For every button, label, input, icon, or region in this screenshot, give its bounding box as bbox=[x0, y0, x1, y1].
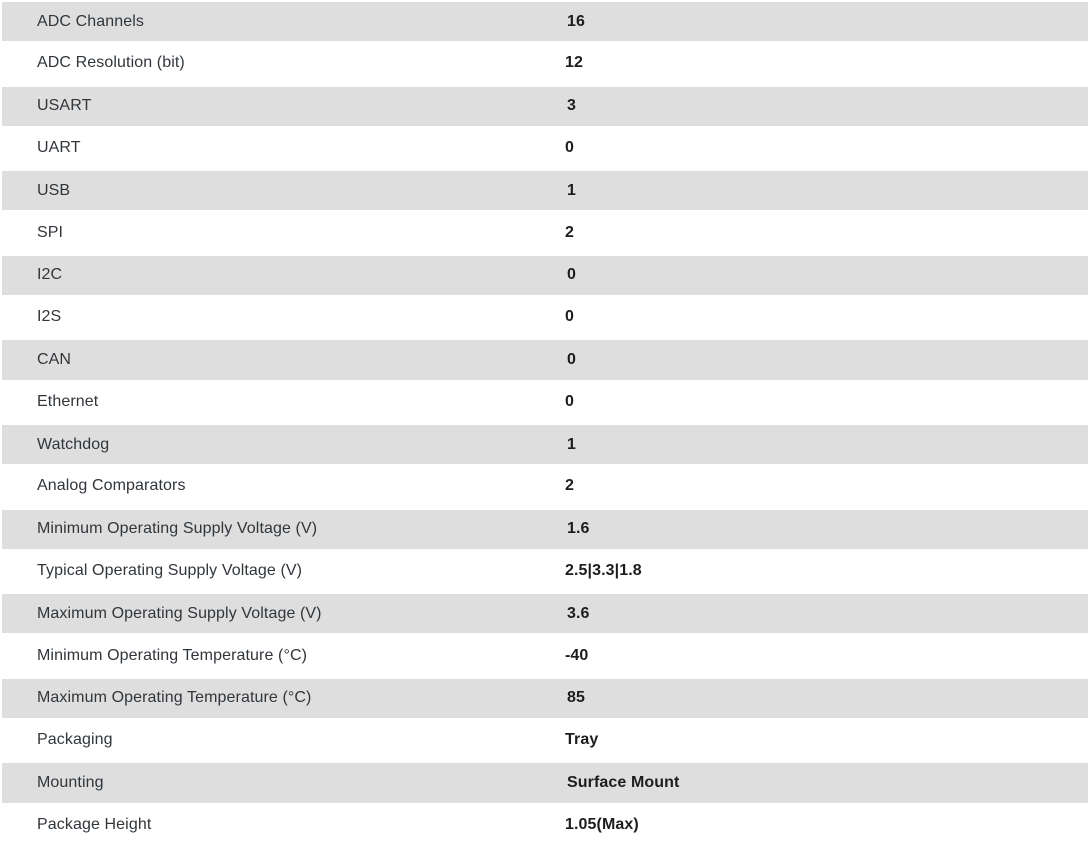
spec-attribute-value: 3 bbox=[567, 97, 576, 115]
spec-attribute-label: USB bbox=[37, 181, 71, 199]
spec-attribute-label: UART bbox=[37, 139, 81, 157]
spec-attribute-label: Maximum Operating Supply Voltage (V) bbox=[37, 604, 322, 622]
spec-row: Maximum Operating Supply Voltage (V) 3.6 bbox=[0, 592, 1088, 635]
spec-row: Minimum Operating Temperature (°C) -40 bbox=[0, 634, 1088, 677]
spec-attribute-value: 16 bbox=[567, 12, 585, 30]
spec-attribute-label: I2S bbox=[37, 308, 62, 326]
spec-attribute-value: 1.6 bbox=[567, 520, 590, 538]
spec-attribute-value: 1 bbox=[567, 181, 576, 199]
spec-attribute-label: I2C bbox=[37, 266, 63, 284]
spec-row: Watchdog 1 bbox=[0, 422, 1088, 466]
spec-row: Package Height 1.05(Max) bbox=[0, 803, 1088, 846]
spec-attribute-value: 85 bbox=[567, 689, 585, 707]
spec-row: Mounting Surface Mount bbox=[0, 761, 1088, 804]
spec-attribute-label: Packaging bbox=[37, 731, 113, 749]
spec-attribute-label: ADC Channels bbox=[37, 12, 145, 30]
spec-row: SPI 2 bbox=[0, 211, 1088, 254]
spec-attribute-value: 1.05(Max) bbox=[565, 815, 639, 833]
spec-attribute-label: Maximum Operating Temperature (°C) bbox=[37, 689, 312, 707]
spec-row: USB 1 bbox=[0, 169, 1088, 212]
spec-row: I2C 0 bbox=[0, 253, 1088, 297]
spec-attribute-label: Minimum Operating Supply Voltage (V) bbox=[37, 520, 318, 538]
spec-attribute-value: 2 bbox=[565, 223, 574, 241]
spec-attribute-label: Ethernet bbox=[37, 392, 99, 410]
spec-attribute-label: Minimum Operating Temperature (°C) bbox=[37, 646, 308, 664]
spec-row: USART 3 bbox=[0, 84, 1088, 127]
spec-attribute-label: Package Height bbox=[37, 815, 152, 833]
spec-row: Typical Operating Supply Voltage (V) 2.5… bbox=[0, 549, 1088, 593]
spec-row: Analog Comparators 2 bbox=[0, 465, 1088, 508]
spec-attribute-value: 2.5|3.3|1.8 bbox=[565, 562, 642, 579]
spec-row: I2S 0 bbox=[0, 296, 1088, 339]
spec-attribute-label: Analog Comparators bbox=[37, 477, 186, 495]
spec-attribute-label: SPI bbox=[37, 223, 64, 241]
spec-attribute-label: Watchdog bbox=[37, 435, 110, 453]
spec-attribute-label: Typical Operating Supply Voltage (V) bbox=[37, 562, 303, 579]
spec-attribute-value: 3.6 bbox=[567, 604, 590, 622]
spec-row: Minimum Operating Supply Voltage (V) 1.6 bbox=[0, 507, 1088, 550]
spec-attribute-value: -40 bbox=[565, 646, 589, 664]
spec-attribute-value: 0 bbox=[565, 392, 574, 410]
spec-row: CAN 0 bbox=[0, 338, 1088, 381]
spec-attribute-value: Surface Mount bbox=[567, 773, 680, 791]
spec-attribute-label: CAN bbox=[37, 351, 72, 369]
spec-attribute-value: 1 bbox=[567, 435, 576, 453]
spec-row: Maximum Operating Temperature (°C) 85 bbox=[0, 676, 1088, 720]
spec-row: Ethernet 0 bbox=[0, 380, 1088, 423]
spec-attribute-value: 0 bbox=[565, 139, 574, 157]
spec-attribute-value: 0 bbox=[567, 351, 576, 369]
spec-row: ADC Resolution (bit) 12 bbox=[0, 42, 1088, 85]
spec-attribute-label: USART bbox=[37, 97, 92, 115]
spec-attribute-value: 0 bbox=[567, 266, 576, 284]
spec-row: Packaging Tray bbox=[0, 719, 1088, 762]
spec-attribute-label: ADC Resolution (bit) bbox=[37, 54, 185, 72]
spec-attribute-value: 0 bbox=[565, 308, 574, 326]
spec-row: UART 0 bbox=[0, 126, 1088, 170]
spec-attribute-value: 2 bbox=[565, 477, 574, 495]
spec-attribute-value: 12 bbox=[565, 54, 583, 72]
spec-attribute-value: Tray bbox=[565, 731, 599, 749]
spec-attribute-label: Mounting bbox=[37, 773, 104, 791]
spec-row: ADC Channels 16 bbox=[0, 0, 1088, 43]
